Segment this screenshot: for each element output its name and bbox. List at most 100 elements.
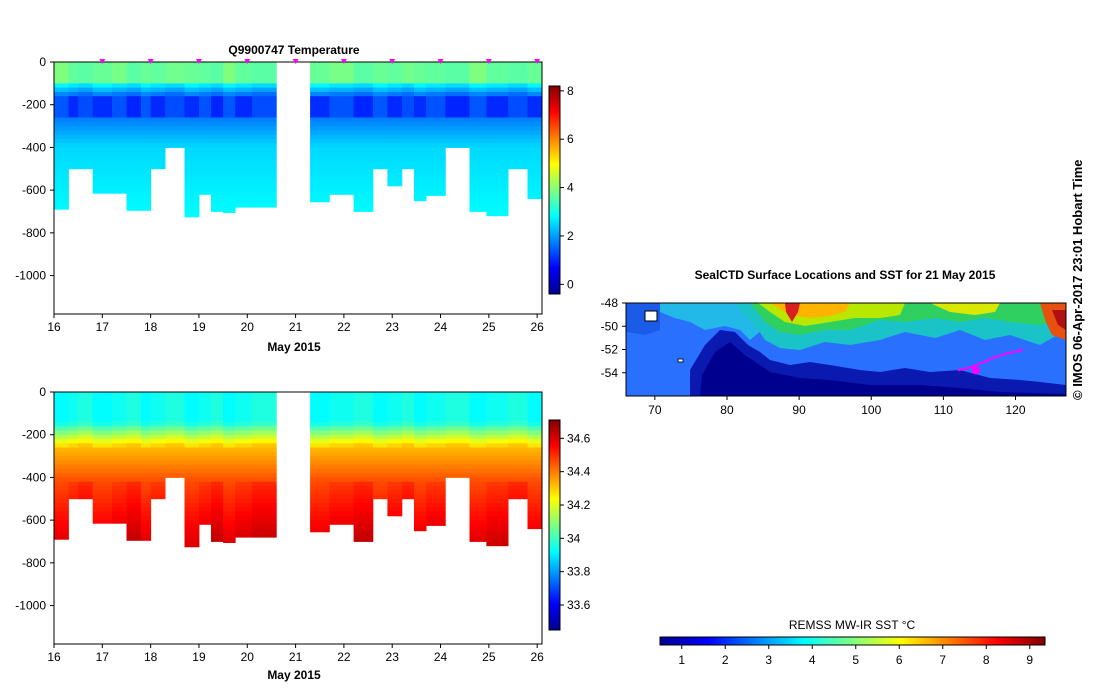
section-cell (401, 62, 415, 67)
section-cell (426, 177, 446, 182)
section-cell (486, 524, 509, 530)
section-cell (527, 503, 543, 508)
section-cell (54, 62, 69, 67)
section-cell (92, 62, 113, 67)
section-cell (68, 413, 79, 419)
section-cell (141, 194, 152, 200)
section-cell (235, 143, 253, 148)
section-cell (199, 443, 212, 448)
section-cell (112, 74, 127, 80)
section-cell (54, 503, 69, 508)
section-cell (469, 477, 487, 483)
section-cell (469, 537, 487, 542)
section-cell (469, 164, 487, 170)
section-cell (329, 477, 354, 483)
section-cell (414, 417, 427, 423)
section-cell (235, 434, 253, 440)
section-cell (353, 156, 374, 161)
section-cell (387, 447, 403, 453)
section-cell (112, 138, 127, 144)
section-cell (223, 168, 236, 174)
section-cell (486, 520, 509, 525)
section-cell (310, 400, 330, 406)
section-cell (445, 413, 470, 419)
section-cell (150, 460, 166, 465)
section-cell (353, 185, 374, 191)
section-cell (54, 74, 69, 80)
section-cell (372, 447, 388, 453)
section-cell (141, 486, 152, 491)
section-cell (68, 392, 79, 397)
section-cell (199, 143, 212, 148)
section-cell (223, 477, 236, 483)
section-cell (252, 177, 277, 182)
section-cell (112, 181, 127, 187)
section-cell (165, 83, 185, 89)
section-cell (414, 447, 427, 453)
section-cell (401, 456, 415, 461)
section-cell (78, 486, 94, 491)
temperature-cells (54, 62, 543, 218)
section-cell (353, 498, 374, 504)
section-cell (252, 490, 277, 495)
section-cell (211, 74, 224, 80)
section-cell (486, 396, 509, 401)
section-cell (112, 421, 127, 427)
section-cell (329, 494, 354, 500)
section-cell (329, 62, 354, 67)
section-cell (401, 70, 415, 76)
section-cell (165, 430, 185, 436)
section-cell (165, 96, 185, 101)
section-cell (112, 473, 127, 478)
section-cell (54, 473, 69, 478)
section-cell (372, 121, 388, 127)
section-cell (329, 456, 354, 461)
section-cell (92, 164, 113, 170)
section-cell (353, 515, 374, 521)
section-cell (54, 477, 69, 483)
section-cell (223, 532, 236, 538)
section-cell (353, 177, 374, 182)
section-cell (235, 532, 253, 538)
section-cell (126, 409, 142, 414)
section-cell (184, 460, 200, 465)
section-cell (54, 194, 69, 200)
section-cell (445, 74, 470, 80)
section-cell (252, 392, 277, 397)
profile-marker (389, 59, 396, 64)
sst-colorbar-tick-label: 8 (983, 653, 990, 667)
section-cell (150, 464, 166, 470)
section-cell (508, 87, 528, 93)
section-cell (126, 503, 142, 508)
section-cell (223, 460, 236, 465)
section-cell (486, 413, 509, 419)
section-cell (387, 96, 403, 101)
section-cell (199, 74, 212, 80)
section-cell (469, 528, 487, 534)
section-cell (387, 130, 403, 135)
section-cell (112, 515, 127, 521)
section-cell (445, 396, 470, 401)
section-cell (223, 138, 236, 144)
section-cell (414, 507, 427, 512)
section-cell (54, 121, 69, 127)
section-cell (68, 468, 79, 474)
section-cell (329, 177, 354, 182)
section-cell (211, 473, 224, 478)
section-cell (141, 164, 152, 170)
section-cell (252, 198, 277, 204)
x-tick-label: 26 (530, 320, 544, 334)
section-cell (68, 409, 79, 414)
section-cell (92, 177, 113, 182)
section-cell (252, 486, 277, 491)
section-cell (252, 473, 277, 478)
section-cell (387, 121, 403, 127)
section-cell (426, 473, 446, 478)
section-cell (184, 417, 200, 423)
section-cell (469, 143, 487, 148)
section-cell (184, 83, 200, 89)
section-cell (223, 498, 236, 504)
section-cell (78, 409, 94, 414)
section-cell (150, 121, 166, 127)
section-cell (78, 143, 94, 148)
